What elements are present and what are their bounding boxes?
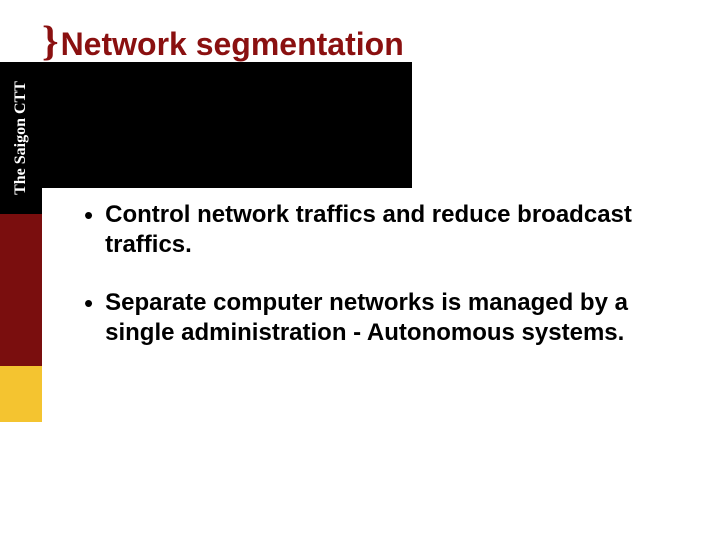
bullet-dot-icon: • — [84, 200, 93, 230]
list-item: • Control network traffics and reduce br… — [84, 200, 684, 260]
sidebar-segment-black: The Saigon CTT — [0, 62, 42, 214]
content-area: • Control network traffics and reduce br… — [84, 200, 684, 376]
header-black-band — [42, 62, 412, 188]
slide-title: } Network segmentation — [42, 18, 404, 66]
title-brace: } — [42, 18, 59, 66]
sidebar-segment-white — [0, 422, 42, 540]
title-text: Network segmentation — [61, 26, 404, 63]
sidebar-segment-maroon — [0, 214, 42, 366]
sidebar: The Saigon CTT — [0, 62, 42, 540]
bullet-text: Control network traffics and reduce broa… — [105, 200, 684, 260]
sidebar-vertical-label: The Saigon CTT — [12, 81, 30, 195]
sidebar-segment-yellow — [0, 366, 42, 422]
bullet-dot-icon: • — [84, 288, 93, 318]
list-item: • Separate computer networks is managed … — [84, 288, 684, 348]
bullet-text: Separate computer networks is managed by… — [105, 288, 684, 348]
slide-container: } Network segmentation The Saigon CTT • … — [0, 0, 720, 540]
